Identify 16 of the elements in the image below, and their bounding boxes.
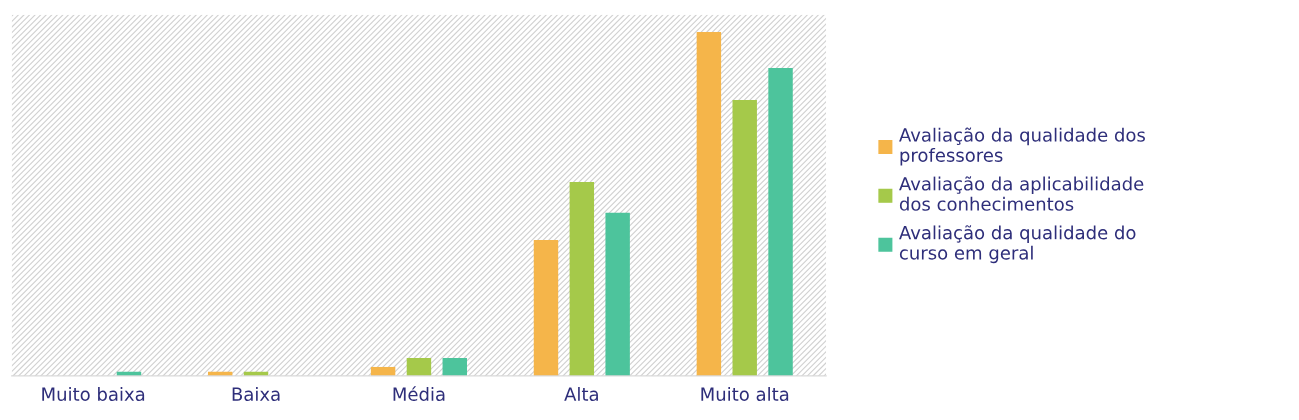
- bar: [732, 100, 757, 376]
- x-tick-label: Baixa: [232, 387, 280, 401]
- bar: [569, 181, 595, 376]
- x-tick-label: Média: [393, 386, 445, 401]
- x-tick-label: Muito baixa: [42, 387, 145, 401]
- x-tick-label: Alta: [564, 387, 598, 401]
- bar: [442, 358, 467, 376]
- bar: [406, 358, 432, 376]
- bar: [768, 68, 793, 376]
- legend-label: Avaliação da qualidade do curso em geral: [899, 225, 1136, 264]
- bar: [533, 240, 559, 376]
- x-tick-label: Muito alta: [701, 387, 789, 401]
- bar: [696, 31, 722, 376]
- bar: [605, 212, 630, 376]
- legend-label: Avaliação da qualidade dos professores: [899, 127, 1145, 166]
- legend-label: Avaliação da aplicabilidade dos conhecimentos: [899, 176, 1144, 211]
